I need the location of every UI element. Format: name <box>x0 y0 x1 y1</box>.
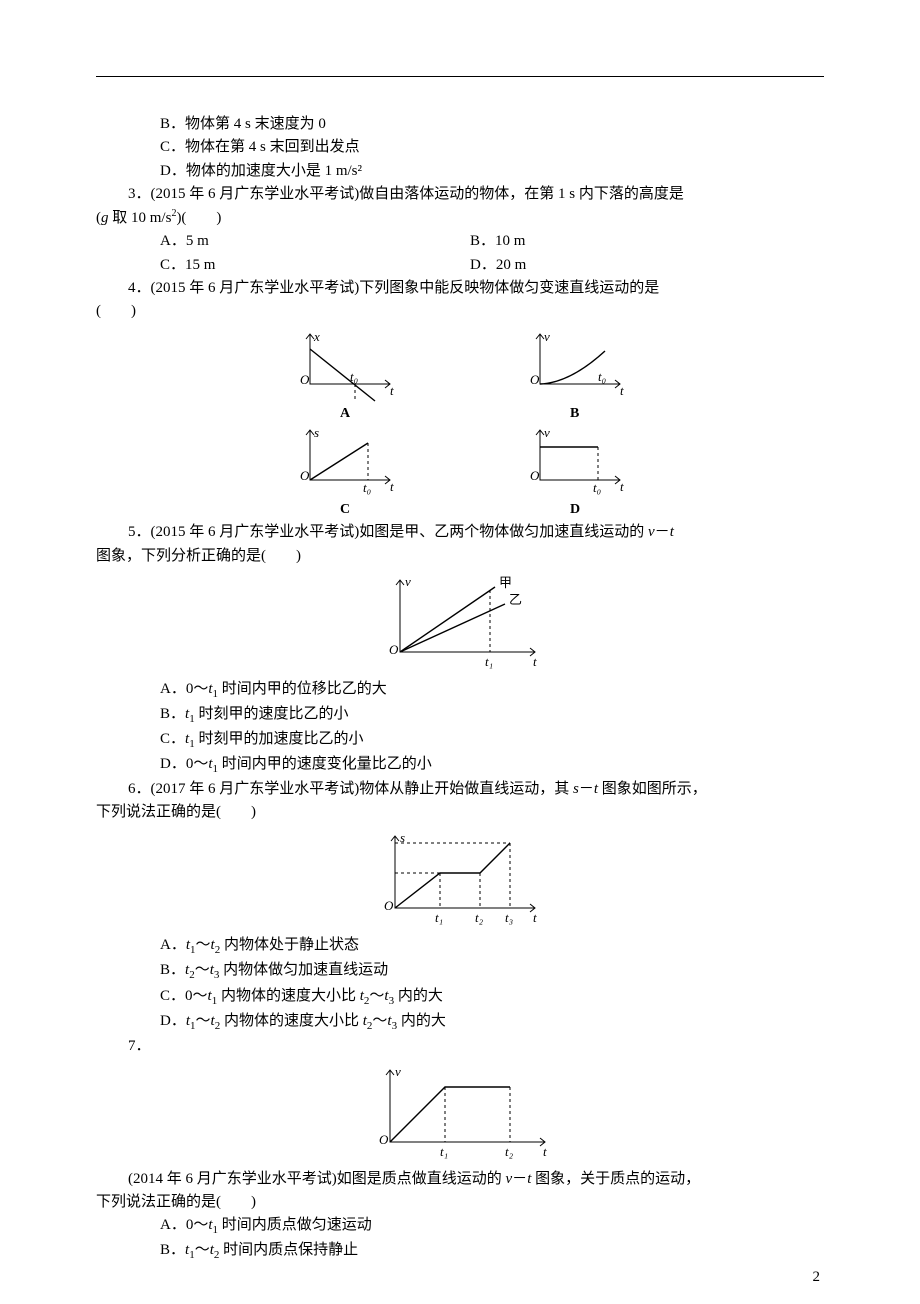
svg-text:s: s <box>400 830 405 845</box>
q5-opt-d: D．0～t1 时间内甲的速度变化量比乙的小 <box>96 753 824 778</box>
svg-text:t₀: t₀ <box>350 369 358 384</box>
q6-opt-d: D．t1～t2 内物体的速度大小比 t2～t3 内的大 <box>96 1010 824 1035</box>
svg-text:O: O <box>384 898 394 913</box>
svg-text:v: v <box>544 329 550 344</box>
q7-figure: O v t t₁ t₂ <box>96 1062 824 1162</box>
q7-opt-a: A．0～t1 时间内质点做匀速运动 <box>96 1214 824 1239</box>
q6-stem-b: 下列说法正确的是( ) <box>96 801 824 824</box>
svg-text:甲: 甲 <box>499 575 512 590</box>
svg-text:t: t <box>620 479 624 494</box>
q6-opt-c: C．0～t1 内物体的速度大小比 t2～t3 内的大 <box>96 985 824 1010</box>
svg-text:C: C <box>340 502 350 515</box>
q3-opt-d: D．20 m <box>460 254 824 277</box>
q4-chart-a: O x t t₀ A <box>290 329 400 419</box>
q7-opt-b: B．t1～t2 时间内质点保持静止 <box>96 1239 824 1264</box>
svg-text:v: v <box>405 574 411 589</box>
q3-opt-b: B．10 m <box>460 230 824 253</box>
svg-text:乙: 乙 <box>509 592 522 607</box>
q4-chart-d: O v t t₀ D <box>520 425 630 515</box>
q4-stem-a: 4．(2015 年 6 月广东学业水平考试)下列图象中能反映物体做匀变速直线运动… <box>96 277 824 300</box>
svg-text:x: x <box>313 329 320 344</box>
svg-text:t₁: t₁ <box>440 1144 448 1159</box>
q3-stem-a: 3．(2015 年 6 月广东学业水平考试)做自由落体运动的物体，在第 1 s … <box>96 183 824 206</box>
svg-text:A: A <box>340 406 351 419</box>
svg-text:v: v <box>544 425 550 440</box>
svg-text:t: t <box>620 383 624 398</box>
q5-figure: O v t t₁ 甲 乙 <box>96 572 824 672</box>
q3-stem-b: (g 取 10 m/s2)( ) <box>96 206 824 230</box>
q5-opt-a: A．0～t1 时间内甲的位移比乙的大 <box>96 678 824 703</box>
svg-text:t: t <box>390 479 394 494</box>
q4-chart-c: O s t t₀ C <box>290 425 400 515</box>
opt-pre-c: C．物体在第 4 s 末回到出发点 <box>96 136 824 159</box>
q3-opt-c: C．15 m <box>96 254 460 277</box>
svg-text:t₀: t₀ <box>598 369 606 384</box>
svg-text:B: B <box>570 406 579 419</box>
q4-stem-b: ( ) <box>96 300 824 323</box>
svg-text:O: O <box>530 372 540 387</box>
page-number: 2 <box>813 1269 821 1286</box>
q3-opt-a: A．5 m <box>96 230 460 253</box>
svg-text:t₁: t₁ <box>435 910 443 925</box>
q6-figure: O s t t₁ t₂ t₃ <box>96 828 824 928</box>
svg-text:t₃: t₃ <box>505 910 513 925</box>
svg-text:t: t <box>543 1144 547 1159</box>
svg-text:t₂: t₂ <box>505 1144 514 1159</box>
q4-figrow-1: O x t t₀ A O v t t₀ B <box>96 329 824 419</box>
q7-stem-a: (2014 年 6 月广东学业水平考试)如图是质点做直线运动的 v－t 图象，关… <box>96 1168 824 1191</box>
svg-text:v: v <box>395 1064 401 1079</box>
svg-text:D: D <box>570 502 580 515</box>
svg-text:O: O <box>379 1132 389 1147</box>
q4-figrow-2: O s t t₀ C O v t t₀ D <box>96 425 824 515</box>
q7-num: 7． <box>96 1035 824 1058</box>
opt-pre-b: B．物体第 4 s 末速度为 0 <box>96 113 824 136</box>
opt-pre-d: D．物体的加速度大小是 1 m/s² <box>96 160 824 183</box>
svg-text:t: t <box>533 910 537 925</box>
q6-opt-a: A．t1～t2 内物体处于静止状态 <box>96 934 824 959</box>
svg-text:O: O <box>300 372 310 387</box>
q4-chart-b: O v t t₀ B <box>520 329 630 419</box>
svg-text:t: t <box>390 383 394 398</box>
svg-text:O: O <box>389 642 399 657</box>
svg-text:t₀: t₀ <box>593 480 601 495</box>
svg-text:t₂: t₂ <box>475 910 484 925</box>
svg-text:t₁: t₁ <box>485 654 493 669</box>
svg-text:O: O <box>300 468 310 483</box>
svg-text:t₀: t₀ <box>363 480 371 495</box>
q6-stem-a: 6．(2017 年 6 月广东学业水平考试)物体从静止开始做直线运动，其 s－t… <box>96 778 824 801</box>
svg-text:t: t <box>533 654 537 669</box>
q5-opt-b: B．t1 时刻甲的速度比乙的小 <box>96 703 824 728</box>
svg-text:O: O <box>530 468 540 483</box>
q7-stem-b: 下列说法正确的是( ) <box>96 1191 824 1214</box>
q5-stem-b: 图象，下列分析正确的是( ) <box>96 545 824 568</box>
q5-opt-c: C．t1 时刻甲的加速度比乙的小 <box>96 728 824 753</box>
svg-text:s: s <box>314 425 319 440</box>
q6-opt-b: B．t2～t3 内物体做匀加速直线运动 <box>96 959 824 984</box>
q5-stem-a: 5．(2015 年 6 月广东学业水平考试)如图是甲、乙两个物体做匀加速直线运动… <box>96 521 824 544</box>
header-rule <box>96 76 824 77</box>
